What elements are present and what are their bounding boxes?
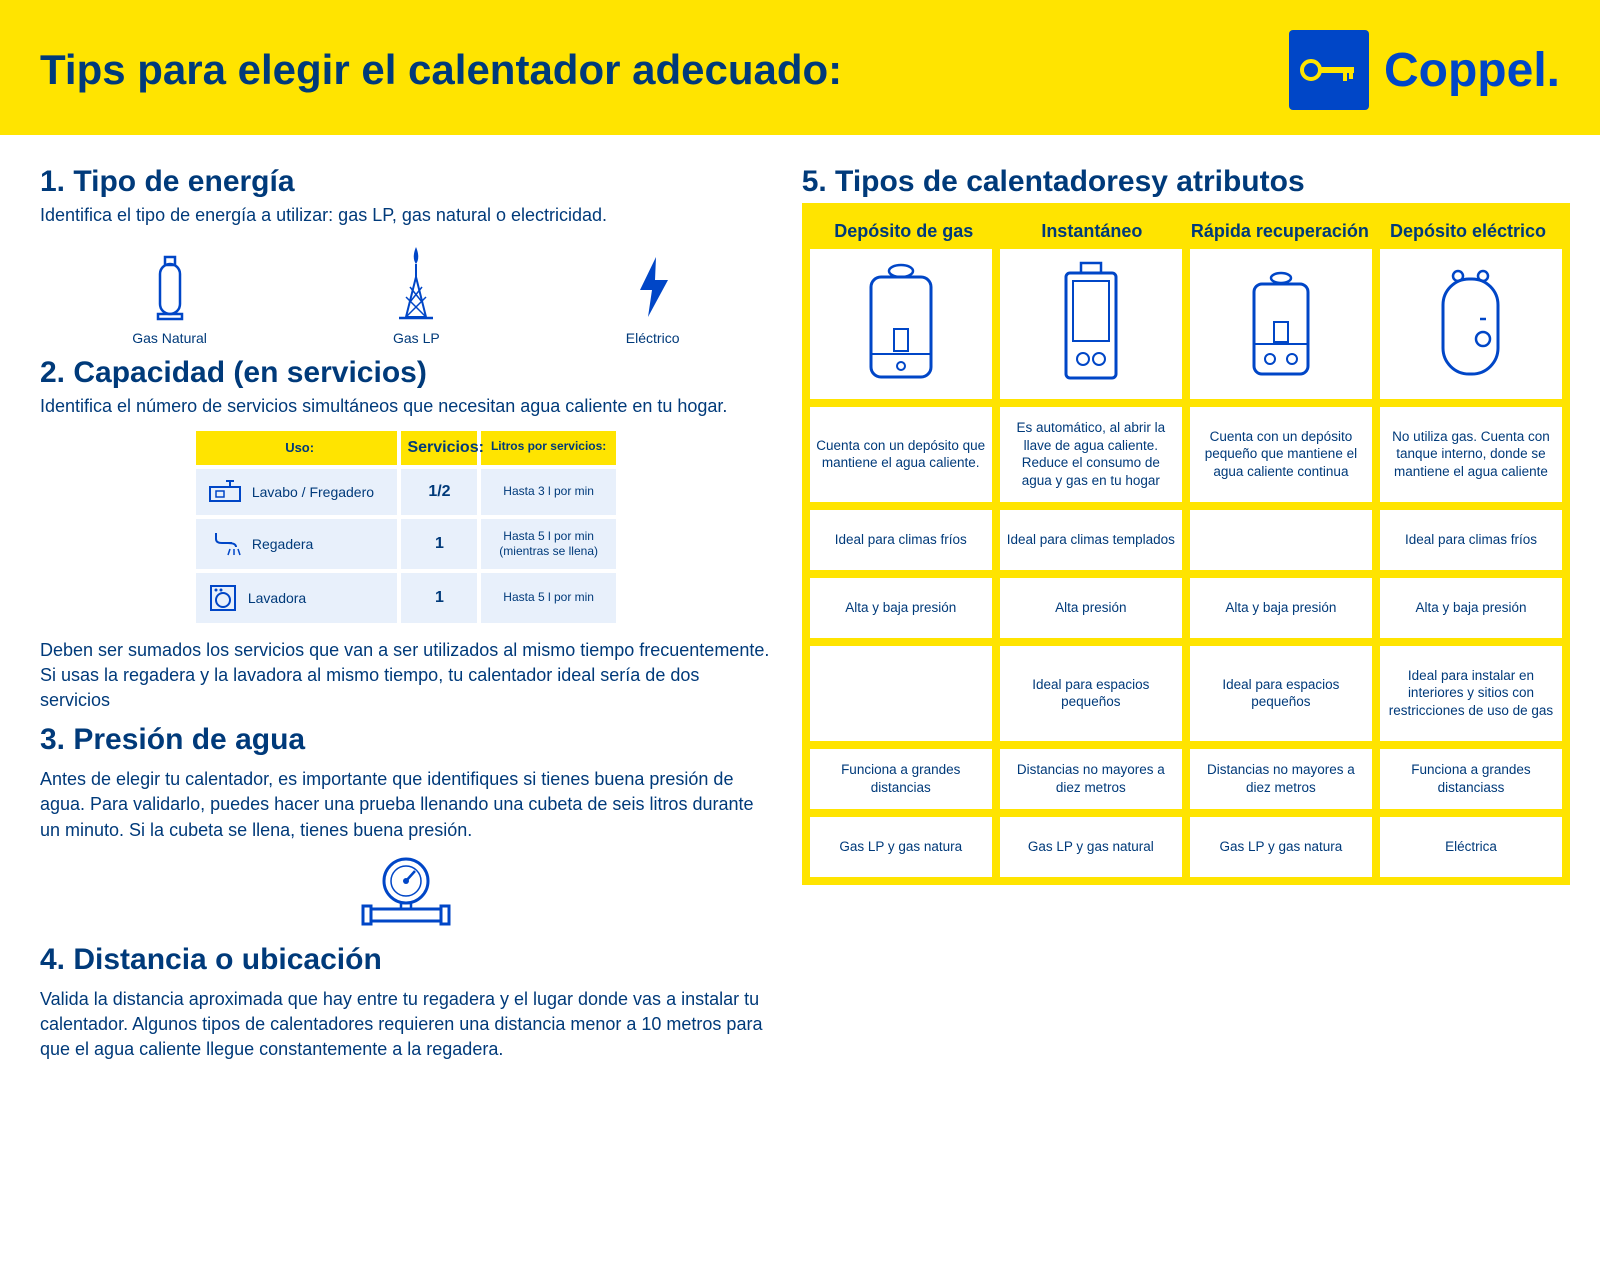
heater-electric-icon: [1380, 249, 1562, 399]
types-cell: Es automático, al abrir la llave de agua…: [1000, 407, 1182, 502]
heater-instant-icon: [1000, 249, 1182, 399]
table-row: Lavabo / Fregadero 1/2 Hasta 3 l por min: [196, 465, 616, 515]
section3-title: 3. Presión de agua: [40, 723, 772, 757]
col-head: Rápida recuperación: [1186, 211, 1374, 249]
types-cell: Cuenta con un depósito pequeño que manti…: [1190, 407, 1372, 502]
types-cell: Distancias no mayores a diez metros: [1000, 749, 1182, 809]
brand-name: Coppel.: [1384, 43, 1560, 98]
capacity-table: Uso: Servicios: Litros por servicios: La…: [196, 431, 616, 623]
types-row: Alta y baja presiónAlta presiónAlta y ba…: [810, 578, 1562, 638]
th: Litros por servicios:: [481, 431, 615, 465]
types-cell: Alta y baja presión: [1190, 578, 1372, 638]
types-table: Depósito de gas Instantáneo Rápida recup…: [802, 203, 1570, 885]
section4-title: 4. Distancia o ubicación: [40, 943, 772, 977]
table-row: Lavadora 1 Hasta 5 l por min: [196, 569, 616, 623]
col-head: Depósito eléctrico: [1374, 211, 1562, 249]
th: Servicios:: [397, 431, 481, 465]
types-cell: Ideal para climas templados: [1000, 510, 1182, 570]
cell: 1: [397, 519, 481, 569]
section1-sub: Identifica el tipo de energía a utilizar…: [40, 203, 772, 227]
cell: Regadera: [252, 536, 314, 552]
types-cell: Distancias no mayores a diez metros: [1190, 749, 1372, 809]
types-row: Ideal para climas fríosIdeal para climas…: [810, 510, 1562, 570]
types-cell: Cuenta con un depósito que mantiene el a…: [810, 407, 992, 502]
types-cell: Eléctrica: [1380, 817, 1562, 877]
brand-logo: Coppel.: [1289, 30, 1560, 110]
page-title: Tips para elegir el calentador adecuado:: [40, 46, 842, 94]
th: Uso:: [196, 431, 398, 465]
cell: Lavadora: [248, 590, 306, 606]
types-row: Cuenta con un depósito que mantiene el a…: [810, 407, 1562, 502]
types-cell: Funciona a grandes distanciass: [1380, 749, 1562, 809]
section2-note: Deben ser sumados los servicios que van …: [40, 638, 772, 714]
section1-title: 1. Tipo de energía: [40, 165, 772, 199]
tank-icon: [150, 252, 190, 322]
shower-icon: [208, 529, 242, 559]
types-cell: [1190, 510, 1372, 570]
col-head: Depósito de gas: [810, 211, 998, 249]
cell: Hasta 3 l por min: [481, 469, 615, 515]
section3-sub: Antes de elegir tu calentador, es import…: [40, 767, 772, 843]
cell: Hasta 5 l por min (mientras se llena): [481, 519, 615, 569]
types-cell: Funciona a grandes distancias: [810, 749, 992, 809]
cell: Hasta 5 l por min: [481, 573, 615, 623]
right-column: 5. Tipos de calentadoresy atributos Depó…: [802, 155, 1570, 1072]
types-cell: Ideal para climas fríos: [1380, 510, 1562, 570]
key-icon: [1289, 30, 1369, 110]
washer-icon: [208, 583, 238, 613]
types-cell: Ideal para climas fríos: [810, 510, 992, 570]
types-row: Ideal para espacios pequeñosIdeal para e…: [810, 646, 1562, 741]
types-cell: Gas LP y gas natural: [1000, 817, 1182, 877]
label: Gas Natural: [132, 330, 207, 346]
section2-title: 2. Capacidad (en servicios): [40, 356, 772, 390]
sink-icon: [208, 479, 242, 505]
types-row: Funciona a grandes distanciasDistancias …: [810, 749, 1562, 809]
energy-types-row: Gas Natural Gas LP Eléctrico: [40, 242, 772, 346]
left-column: 1. Tipo de energía Identifica el tipo de…: [40, 155, 772, 1072]
tower-icon: [391, 242, 441, 322]
types-cell: [810, 646, 992, 741]
col-head: Instantáneo: [998, 211, 1186, 249]
cell: 1/2: [397, 469, 481, 515]
types-cell: Alta presión: [1000, 578, 1182, 638]
types-cell: Gas LP y gas natura: [810, 817, 992, 877]
table-row: Regadera 1 Hasta 5 l por min (mientras s…: [196, 515, 616, 569]
gauge-icon: [40, 853, 772, 933]
types-cell: Alta y baja presión: [1380, 578, 1562, 638]
types-cell: Ideal para espacios pequeños: [1190, 646, 1372, 741]
header-banner: Tips para elegir el calentador adecuado:…: [0, 0, 1600, 135]
energy-lp: Gas LP: [391, 242, 441, 346]
types-cell: Alta y baja presión: [810, 578, 992, 638]
label: Gas LP: [393, 330, 440, 346]
heater-gas-deposit-icon: [810, 249, 992, 399]
types-cell: Gas LP y gas natura: [1190, 817, 1372, 877]
section2-sub: Identifica el número de servicios simult…: [40, 394, 772, 418]
types-cell: No utiliza gas. Cuenta con tanque intern…: [1380, 407, 1562, 502]
types-row: Gas LP y gas naturaGas LP y gas naturalG…: [810, 817, 1562, 877]
heater-rapid-icon: [1190, 249, 1372, 399]
section5-title: 5. Tipos de calentadoresy atributos: [802, 165, 1570, 199]
section4-sub: Valida la distancia aproximada que hay e…: [40, 987, 772, 1063]
label: Eléctrico: [626, 330, 680, 346]
energy-natural: Gas Natural: [132, 252, 207, 346]
energy-electric: Eléctrico: [626, 252, 680, 346]
bolt-icon: [628, 252, 678, 322]
types-cell: Ideal para espacios pequeños: [1000, 646, 1182, 741]
cell: 1: [397, 573, 481, 623]
types-cell: Ideal para instalar en interiores y siti…: [1380, 646, 1562, 741]
cell: Lavabo / Fregadero: [252, 484, 374, 500]
